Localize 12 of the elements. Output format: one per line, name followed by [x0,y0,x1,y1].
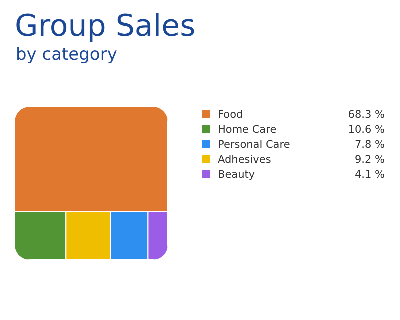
data-label: 68.3 % [348,109,386,121]
data-label: 4.1 % [354,169,386,181]
category-label: Personal Care [218,139,290,151]
category-label: Beauty [218,169,256,181]
data-label: 9.2 % [354,154,386,166]
text: by category [16,45,118,65]
category-label: Adhesives [218,154,272,166]
data-label: 10.6 % [348,124,386,136]
category-label: Food [218,109,244,121]
data-label: 7.8 % [354,139,386,151]
text: Group Sales [15,9,196,44]
category-label: Home Care [218,124,277,136]
